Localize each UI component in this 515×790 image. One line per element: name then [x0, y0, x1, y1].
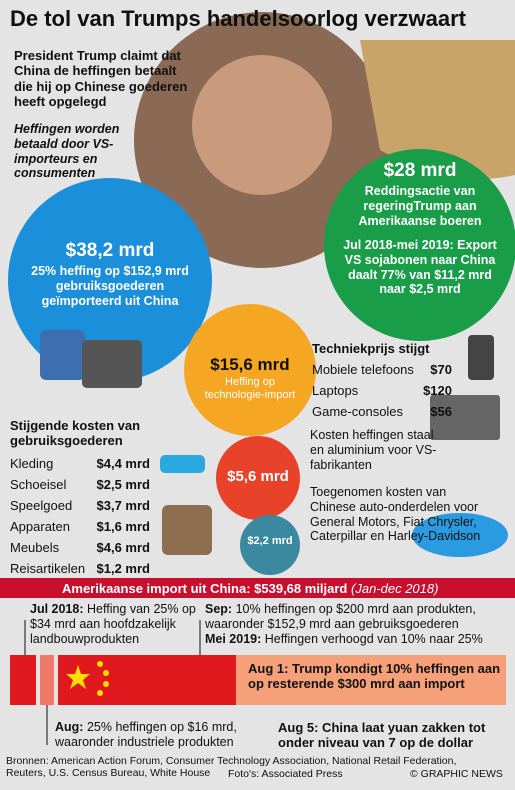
flag-star: [97, 661, 103, 667]
text: Toegenomen kosten van Chinese auto-onder…: [310, 485, 481, 544]
event: Mei 2019: Heffingen verhoogd van 10% naa…: [205, 632, 510, 647]
section-title: Stijgende kosten van gebruiksgoederen: [10, 418, 141, 449]
event: Sep: 10% heffingen op $200 mrd aan produ…: [205, 602, 510, 632]
cost-row: Kleding $4,4 mrd: [10, 456, 150, 471]
sources: Bronnen: American Action Forum, Consumer…: [6, 755, 457, 780]
text: 25% heffingen op $16 mrd, waaronder indu…: [55, 720, 237, 749]
value: $2,5 mrd: [96, 477, 150, 492]
shoe-icon: [160, 455, 205, 473]
tv-icon: [82, 340, 142, 388]
tariff-segment: [10, 655, 36, 705]
tech-circle: [184, 304, 316, 436]
amount: $2,2 mrd: [247, 535, 293, 547]
value: $56: [430, 404, 452, 419]
event: Aug: 25% heffingen op $16 mrd, waaronder…: [55, 720, 255, 750]
label: Schoeisel: [10, 477, 67, 492]
steel-circle: [216, 436, 300, 520]
text: Kosten heffingen staal en aluminium voor…: [310, 428, 437, 472]
label: Laptops: [312, 383, 359, 398]
label: Amerikaanse import uit China: $539,68 mi…: [62, 581, 348, 596]
text: Heffing op technologie-import: [204, 376, 296, 401]
flag-star: [66, 665, 90, 689]
date: Mei 2019:: [205, 632, 262, 646]
auto-circle: [240, 515, 300, 575]
flag-star: [103, 670, 109, 676]
soybean-photo: [360, 40, 515, 180]
label: Apparaten: [10, 519, 70, 534]
reality: Heffingen worden betaald door VS-importe…: [14, 122, 120, 181]
text: Heffing van 25% op $34 mrd aan hoofdzake…: [30, 602, 196, 646]
value: $4,4 mrd: [96, 456, 150, 471]
tariff-segment: [40, 655, 54, 705]
value: $120: [423, 383, 452, 398]
text: Heffingen verhoogd van 10% naar 25%: [264, 632, 483, 646]
amount: $5,6 mrd: [227, 468, 289, 485]
amount: $28 mrd: [383, 160, 457, 181]
cost-row: Schoeisel $2,5 mrd: [10, 477, 150, 492]
cost-row: Meubels $4,6 mrd: [10, 540, 150, 555]
section-title: Techniekprijs stijgt: [312, 341, 430, 356]
car-icon: [412, 513, 508, 557]
amount: $38,2 mrd: [65, 240, 155, 261]
credit: © GRAPHIC NEWS: [410, 768, 503, 780]
value: $1,2 mrd: [96, 561, 150, 576]
label: Meubels: [10, 540, 60, 555]
label: Speelgoed: [10, 498, 73, 513]
value: $70: [430, 362, 452, 377]
value: $3,7 mrd: [96, 498, 150, 513]
text: Reddingsactie van regeringTrump aan Amer…: [358, 184, 482, 228]
import-label: Amerikaanse import uit China: $539,68 mi…: [62, 581, 438, 596]
laptop-icon: [430, 395, 500, 440]
period: (Jan-dec 2018): [351, 581, 439, 596]
cost-row: Speelgoed $3,7 mrd: [10, 498, 150, 513]
title: De tol van Trumps handelsoorlog verzwaar…: [10, 6, 466, 31]
text: Jul 2018-mei 2019: Export VS sojabonen n…: [343, 238, 497, 297]
claim: President Trump claimt dat China de heff…: [14, 48, 188, 109]
date: Jul 2018:: [30, 602, 84, 616]
event: Jul 2018: Heffing van 25% op $34 mrd aan…: [30, 602, 200, 646]
text: 25% heffing op $152,9 mrd gebruiksgoeder…: [31, 264, 189, 308]
shirt-icon: [40, 330, 85, 380]
phone-icon: [468, 335, 494, 380]
date: Sep:: [205, 602, 233, 616]
import-bar: [0, 578, 515, 598]
flag-star: [97, 690, 103, 696]
cost-row: Reisartikelen $1,2 mrd: [10, 561, 150, 576]
tariff-segment: [236, 655, 506, 705]
event: Aug 5: China laat yuan zakken tot onder …: [278, 720, 486, 751]
value: $1,6 mrd: [96, 519, 150, 534]
event: Aug 1: Trump kondigt 10% heffingen aan o…: [248, 661, 501, 692]
label: Kleding: [10, 456, 54, 471]
label: Mobiele telefoons: [312, 362, 414, 377]
price-row: Laptops $120: [312, 383, 452, 398]
price-row: Mobiele telefoons $70: [312, 362, 452, 377]
label: Reisartikelen: [10, 561, 86, 576]
cost-row: Apparaten $1,6 mrd: [10, 519, 150, 534]
text: 10% heffingen op $200 mrd aan produkten,…: [205, 602, 476, 631]
price-row: Game-consoles $56: [312, 404, 452, 419]
value: $4,6 mrd: [96, 540, 150, 555]
suitcase-icon: [162, 505, 212, 555]
farm-circle: [324, 149, 515, 341]
tariff-segment: [58, 655, 236, 705]
amount: $15,6 mrd: [210, 355, 290, 374]
date: Aug:: [55, 720, 84, 734]
face: [192, 55, 332, 195]
flag-star: [103, 681, 109, 687]
label: Game-consoles: [312, 404, 404, 419]
photo-credit: Foto's: Associated Press: [228, 768, 343, 780]
